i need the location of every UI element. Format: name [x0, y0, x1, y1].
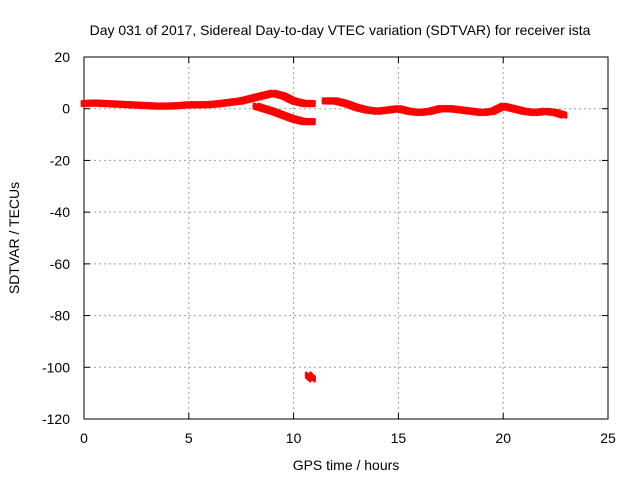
x-tick-label: 15 — [391, 430, 407, 446]
series-main-track — [80, 89, 317, 110]
x-tick-label: 20 — [495, 430, 511, 446]
x-tick-label: 10 — [286, 430, 302, 446]
x-axis-label: GPS time / hours — [293, 457, 400, 473]
y-tick-label: 20 — [54, 49, 70, 65]
y-tick-label: -60 — [50, 256, 70, 272]
series-outlier — [304, 371, 317, 383]
y-tick-label: -40 — [50, 204, 70, 220]
y-tick-label: -120 — [42, 411, 70, 427]
data-points — [80, 89, 568, 383]
x-tick-label: 25 — [600, 430, 616, 446]
series-descending-arc — [252, 102, 317, 126]
x-tick-labels: 0 5 10 15 20 25 — [80, 430, 616, 446]
data-point — [308, 99, 317, 108]
y-tick-label: -20 — [50, 152, 70, 168]
data-point — [308, 117, 317, 126]
y-axis-label: SDTVAR / TECUs — [6, 182, 22, 294]
x-tick-label: 5 — [185, 430, 193, 446]
data-point — [308, 375, 317, 383]
y-tick-label: 0 — [62, 101, 70, 117]
y-tick-labels: 20 0 -20 -40 -60 -80 -100 -120 — [42, 49, 70, 427]
chart-title: Day 031 of 2017, Sidereal Day-to-day VTE… — [90, 22, 591, 38]
series-second-track — [321, 97, 568, 119]
y-tick-label: -100 — [42, 359, 70, 375]
y-tick-label: -80 — [50, 308, 70, 324]
x-tick-label: 0 — [80, 430, 88, 446]
data-point — [560, 111, 568, 119]
axis-ticks — [83, 56, 609, 420]
plot-frame — [83, 56, 609, 420]
